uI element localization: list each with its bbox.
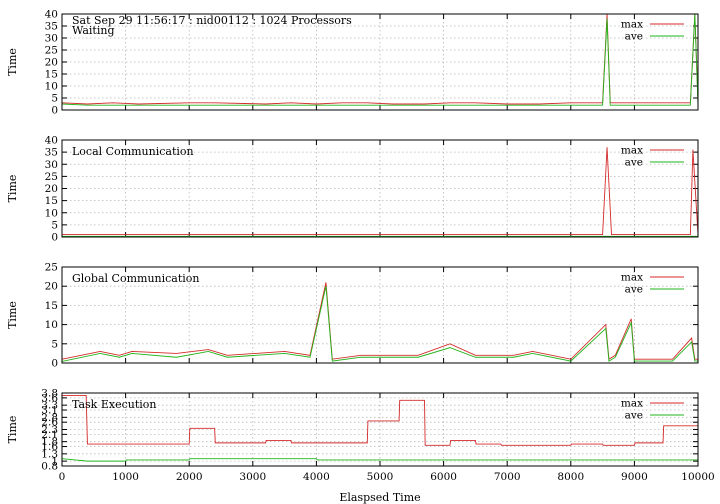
y-tick-label: 3.8 — [41, 388, 58, 400]
figure-header: Sat Sep 29 11:56:17 : nid00112 : 1024 Pr… — [72, 14, 352, 27]
y-tick-label: 0.8 — [41, 461, 58, 473]
x-tick-label: 9000 — [621, 471, 648, 483]
panel-title: Local Communication — [72, 145, 194, 158]
y-tick-label: 35 — [45, 147, 58, 159]
y-tick-label: 2.3 — [41, 424, 58, 436]
y-tick-label: 10 — [45, 81, 58, 93]
x-tick-label: 1000 — [112, 471, 139, 483]
legend-label-max: max — [621, 398, 643, 410]
y-tick-label: 10 — [45, 319, 58, 331]
y-tick-label: 25 — [45, 45, 58, 57]
y-tick-label: 25 — [45, 171, 58, 183]
y-tick-label: 20 — [45, 57, 58, 69]
plot-frame — [61, 13, 699, 111]
x-tick-label: 2000 — [176, 471, 203, 483]
x-tick-label: 3000 — [239, 471, 266, 483]
legend-label-max: max — [621, 272, 643, 284]
y-tick-label: 40 — [45, 135, 58, 147]
y-tick-label: 15 — [45, 195, 58, 207]
y-tick-label: 15 — [45, 69, 58, 81]
y-tick-label: 0 — [51, 105, 58, 117]
y-tick-label: 5 — [51, 219, 58, 231]
y-axis-label: Time — [6, 416, 19, 444]
y-tick-label: 1 — [51, 456, 58, 468]
series-line-max — [62, 14, 698, 105]
x-axis-label: Elaspsed Time — [339, 491, 420, 504]
y-tick-label: 40 — [45, 9, 58, 21]
legend-label-ave: ave — [625, 284, 643, 296]
y-tick-label: 2.8 — [41, 412, 58, 424]
x-tick-label: 0 — [59, 471, 66, 483]
x-tick-label: 10000 — [681, 471, 714, 483]
x-tick-label: 7000 — [494, 471, 521, 483]
series-line-max — [62, 282, 698, 360]
x-tick-label: 4000 — [303, 471, 330, 483]
y-axis-label: Time — [6, 301, 19, 329]
y-tick-label: 35 — [45, 21, 58, 33]
y-tick-label: 1.3 — [41, 448, 58, 460]
y-tick-label: 10 — [45, 207, 58, 219]
y-tick-label: 20 — [45, 183, 58, 195]
x-tick-label: 5000 — [367, 471, 394, 483]
y-tick-label: 0 — [51, 358, 58, 370]
panel-title: Task Execution — [72, 398, 156, 411]
legend-label-ave: ave — [625, 31, 643, 43]
y-axis-label: Time — [6, 48, 19, 76]
y-tick-label: 2.1 — [41, 429, 58, 441]
series-line-ave — [62, 14, 698, 106]
series-line-max — [62, 147, 698, 236]
y-tick-label: 5 — [51, 338, 58, 350]
panel-title: Waiting — [72, 24, 115, 37]
y-tick-label: 30 — [45, 33, 58, 45]
y-axis-label: Time — [6, 175, 19, 203]
y-tick-label: 3.3 — [41, 400, 58, 412]
y-tick-label: 5 — [51, 93, 58, 105]
y-tick-label: 25 — [45, 262, 58, 274]
y-tick-label: 3.6 — [41, 392, 58, 404]
y-tick-label: 0 — [51, 232, 58, 244]
x-tick-label: 6000 — [430, 471, 457, 483]
series-line-ave — [62, 286, 698, 362]
legend-label-ave: ave — [625, 157, 643, 169]
y-tick-label: 15 — [45, 300, 58, 312]
plot-frame — [61, 266, 699, 364]
y-tick-label: 1.8 — [41, 436, 58, 448]
y-tick-label: 30 — [45, 159, 58, 171]
series-line-max — [62, 394, 698, 446]
legend-label-max: max — [621, 19, 643, 31]
legend-label-max: max — [621, 145, 643, 157]
y-tick-label: 3.1 — [41, 405, 58, 417]
y-tick-label: 20 — [45, 281, 58, 293]
x-tick-label: 8000 — [557, 471, 584, 483]
plot-frame — [61, 392, 699, 467]
panel-title: Global Communication — [72, 272, 200, 285]
panel-4: 0.811.31.61.82.12.32.62.83.13.33.63.8 0 10… — [6, 388, 715, 484]
legend-label-ave: ave — [625, 410, 643, 422]
y-tick-label: 1.6 — [41, 441, 58, 453]
y-tick-label: 2.6 — [41, 417, 58, 429]
plot-frame — [61, 139, 699, 238]
series-line-ave — [62, 458, 698, 462]
